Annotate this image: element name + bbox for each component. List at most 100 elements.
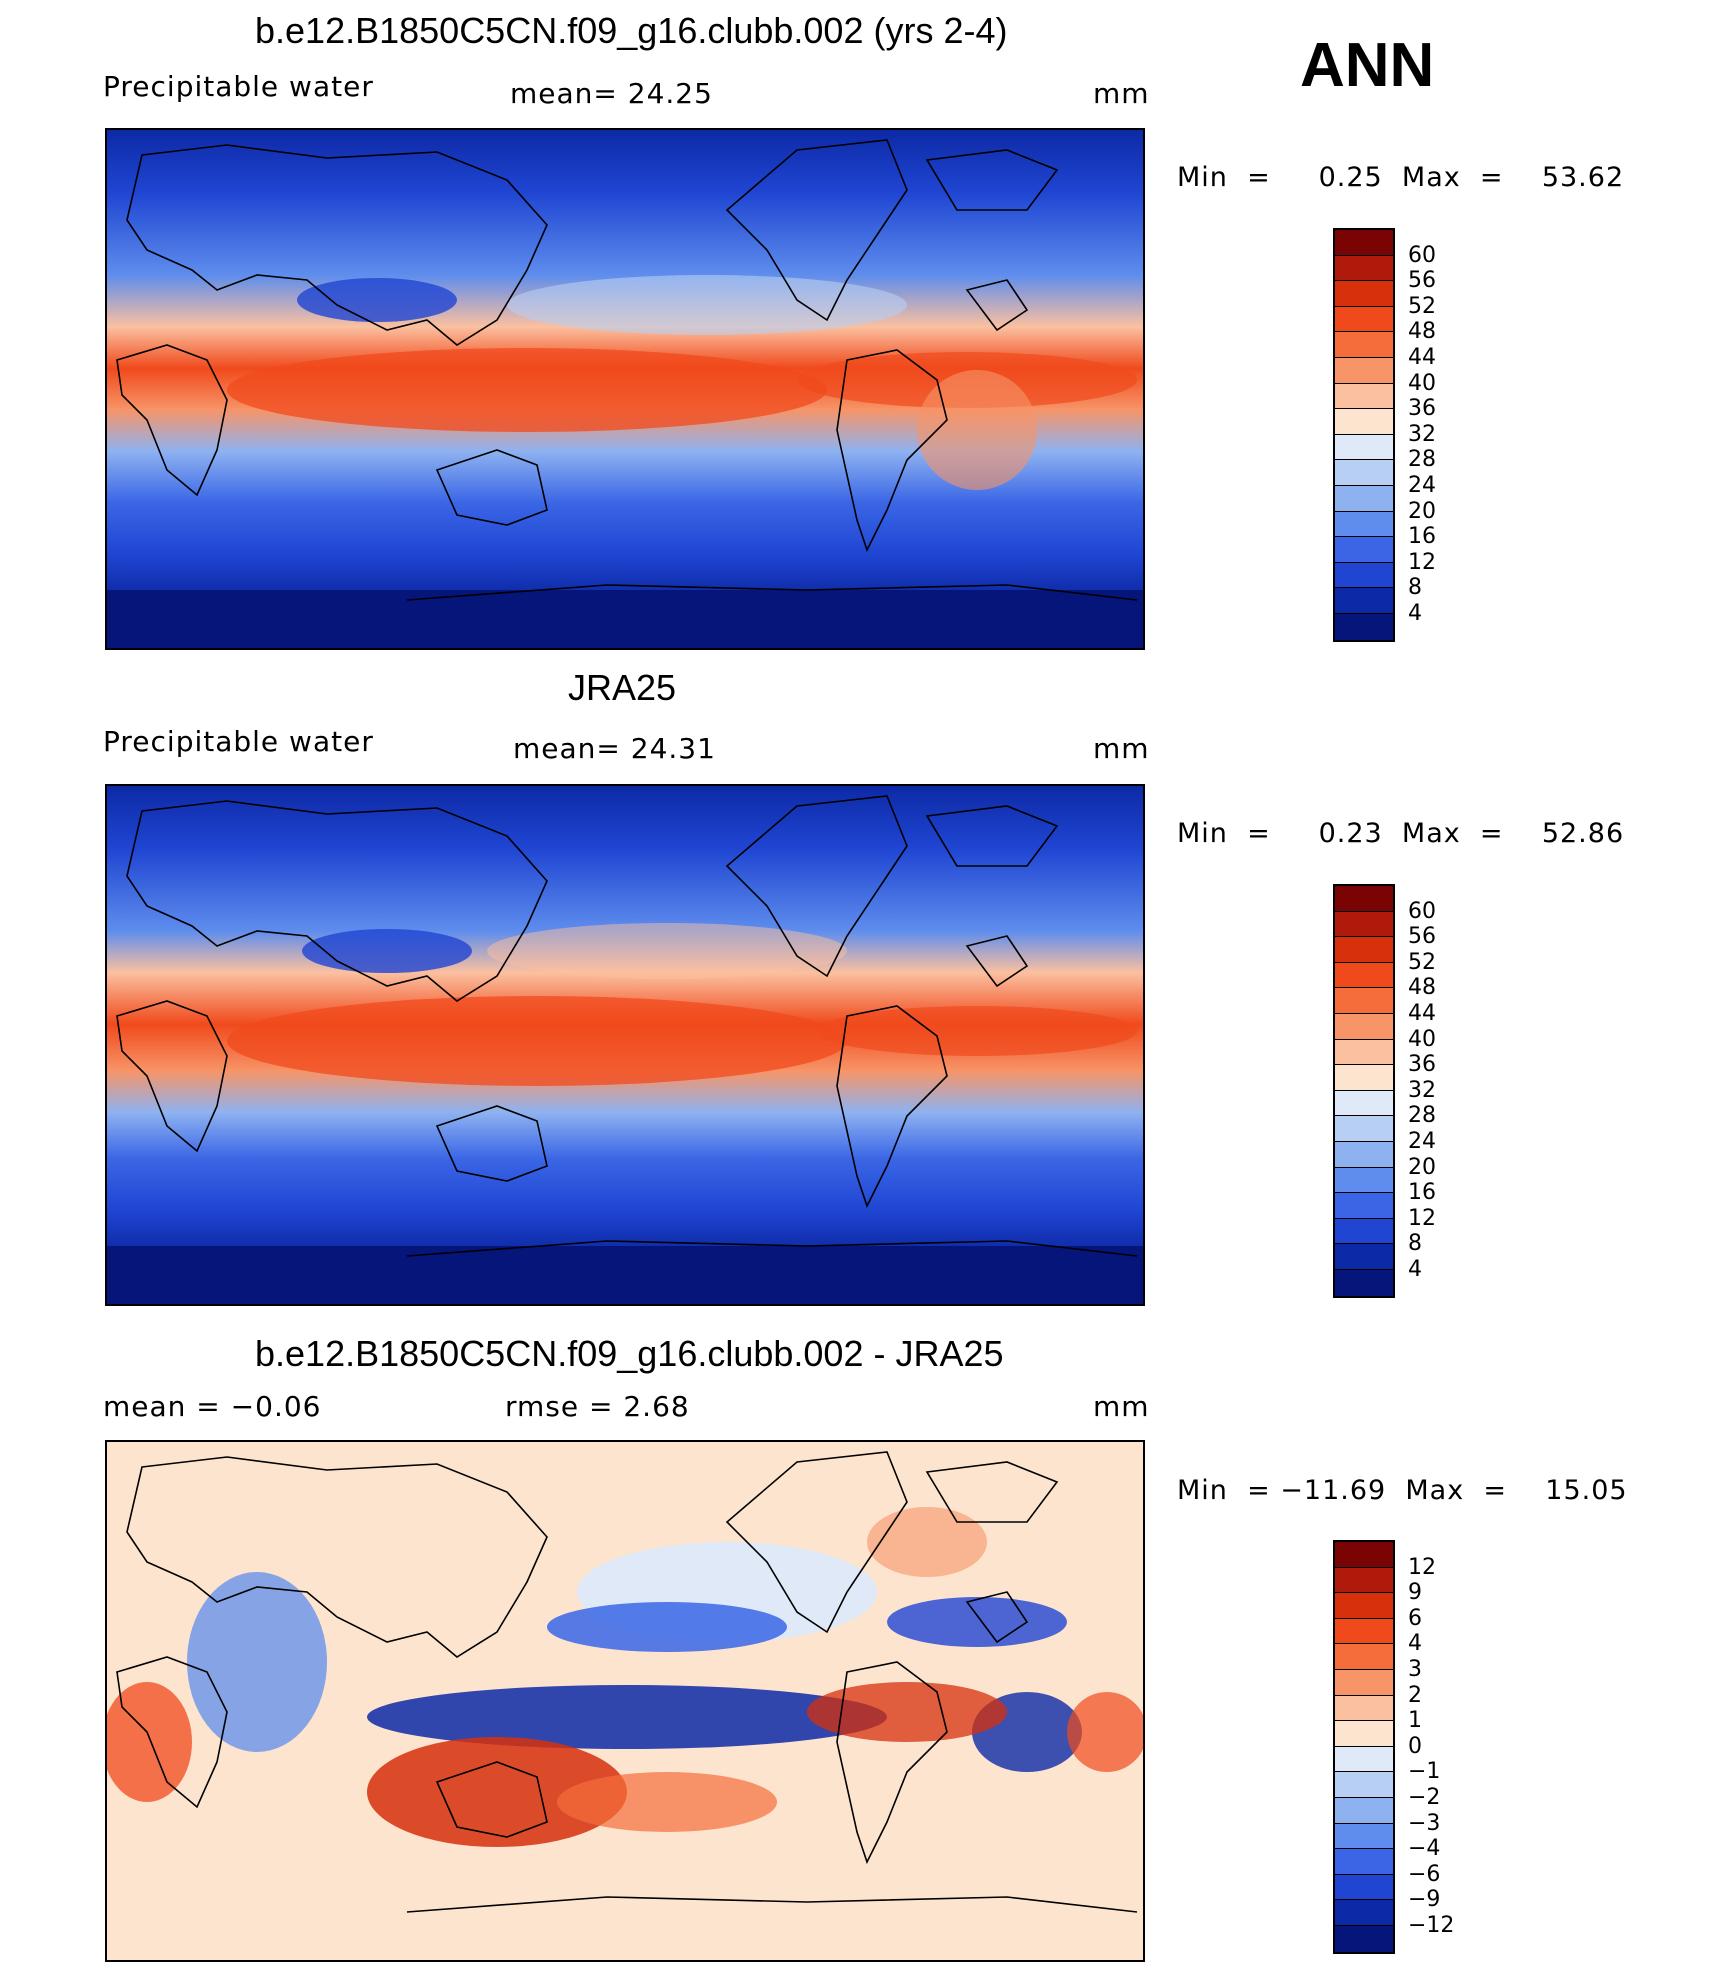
- colorbar-tick-label: 52: [1408, 949, 1436, 975]
- colorbar-swatch: [1335, 1244, 1393, 1270]
- colorbar-tick-label: 8: [1408, 575, 1422, 601]
- panel2-map-field: [107, 786, 1143, 1304]
- colorbar-swatch: [1335, 1669, 1393, 1696]
- panel2-title: JRA25: [568, 667, 677, 708]
- colorbar-swatch: [1335, 537, 1393, 563]
- panel2-map: [105, 784, 1145, 1306]
- colorbar-swatch: [1335, 1618, 1393, 1645]
- colorbar-tick-label: 20: [1408, 498, 1436, 524]
- colorbar-tick-label: 44: [1408, 345, 1436, 370]
- season-label: ANN: [1300, 31, 1435, 100]
- colorbar-swatch: [1335, 255, 1393, 282]
- colorbar-tick-label: −12: [1408, 1913, 1455, 1938]
- colorbar-tick-label: −4: [1408, 1836, 1441, 1862]
- colorbar-tick-label: 0: [1408, 1733, 1422, 1759]
- colorbar-swatch: [1335, 1797, 1393, 1824]
- panel1-minmax: Min = 0.25 Max = 53.62: [1177, 162, 1625, 193]
- panel3-map-field: [107, 1442, 1143, 1960]
- panel3-mean-label: mean = −0.06: [103, 1390, 322, 1423]
- colorbar-swatch: [1335, 511, 1393, 538]
- panel2-minmax: Min = 0.23 Max = 52.86: [1177, 818, 1625, 849]
- colorbar-tick-label: 12: [1408, 549, 1436, 575]
- colorbar-tick-label: 20: [1408, 1154, 1436, 1180]
- panel3-units-label: mm: [1093, 1390, 1150, 1423]
- panel1-variable-label: Precipitable water: [103, 70, 374, 103]
- colorbar-tick-label: 12: [1408, 1554, 1436, 1580]
- colorbar-swatch: [1335, 1900, 1393, 1926]
- colorbar-swatch: [1335, 281, 1393, 307]
- colorbar-tick-label: 12: [1408, 1205, 1436, 1231]
- colorbar-tick-label: −9: [1408, 1887, 1441, 1913]
- panel1-map-field: [107, 130, 1143, 648]
- colorbar-swatch: [1335, 1269, 1393, 1296]
- colorbar-swatch: [1335, 1925, 1393, 1952]
- colorbar-tick-label: 2: [1408, 1682, 1422, 1708]
- colorbar-swatch: [1335, 1090, 1393, 1117]
- colorbar-tick-label: 16: [1408, 524, 1436, 550]
- colorbar-swatch: [1335, 485, 1393, 512]
- colorbar-tick-label: 48: [1408, 319, 1436, 345]
- colorbar-swatch: [1335, 588, 1393, 614]
- colorbar-swatch: [1335, 1116, 1393, 1142]
- colorbar-tick-label: 4: [1408, 1631, 1422, 1657]
- colorbar-swatch: [1335, 460, 1393, 486]
- colorbar-tick-label: −3: [1408, 1810, 1441, 1836]
- colorbar-tick-label: 4: [1408, 601, 1422, 626]
- colorbar-swatch: [1335, 1849, 1393, 1875]
- colorbar-tick-label: 52: [1408, 293, 1436, 319]
- colorbar-tick-label: 60: [1408, 898, 1436, 924]
- panel3-colorbar: [1333, 1540, 1395, 1954]
- colorbar-swatch: [1335, 613, 1393, 640]
- colorbar-tick-label: 56: [1408, 924, 1436, 950]
- panel2-units-label: mm: [1093, 732, 1150, 765]
- colorbar-swatch: [1335, 1193, 1393, 1219]
- colorbar-swatch: [1335, 1823, 1393, 1850]
- colorbar-swatch: [1335, 1593, 1393, 1619]
- colorbar-tick-label: −6: [1408, 1861, 1441, 1887]
- panel1-units-label: mm: [1093, 77, 1150, 110]
- panel1-map: [105, 128, 1145, 650]
- colorbar-tick-label: −1: [1408, 1759, 1441, 1785]
- colorbar-swatch: [1335, 306, 1393, 333]
- colorbar-swatch: [1335, 988, 1393, 1014]
- colorbar-swatch: [1335, 230, 1393, 256]
- colorbar-tick-label: 32: [1408, 421, 1436, 447]
- panel3-title: b.e12.B1850C5CN.f09_g16.clubb.002 - JRA2…: [255, 1333, 1004, 1374]
- colorbar-swatch: [1335, 1141, 1393, 1168]
- panel2-colorbar: [1333, 884, 1395, 1298]
- colorbar-swatch: [1335, 962, 1393, 989]
- colorbar-swatch: [1335, 1167, 1393, 1194]
- colorbar-tick-label: 1: [1408, 1708, 1422, 1734]
- panel1-mean-label: mean= 24.25: [510, 77, 713, 110]
- colorbar-tick-label: 9: [1408, 1580, 1422, 1606]
- colorbar-tick-label: 44: [1408, 1001, 1436, 1026]
- colorbar-tick-label: 56: [1408, 268, 1436, 294]
- colorbar-tick-label: 3: [1408, 1657, 1422, 1682]
- panel2-mean-label: mean= 24.31: [513, 732, 716, 765]
- colorbar-tick-label: 36: [1408, 396, 1436, 422]
- colorbar-swatch: [1335, 937, 1393, 963]
- colorbar-swatch: [1335, 1772, 1393, 1798]
- colorbar-swatch: [1335, 1218, 1393, 1245]
- colorbar-tick-label: 4: [1408, 1257, 1422, 1282]
- colorbar-tick-label: 24: [1408, 1129, 1436, 1154]
- colorbar-swatch: [1335, 1721, 1393, 1747]
- colorbar-swatch: [1335, 332, 1393, 358]
- colorbar-tick-label: 32: [1408, 1077, 1436, 1103]
- colorbar-tick-label: 28: [1408, 1103, 1436, 1129]
- colorbar-tick-label: 8: [1408, 1231, 1422, 1257]
- colorbar-swatch: [1335, 1746, 1393, 1773]
- colorbar-swatch: [1335, 1567, 1393, 1594]
- colorbar-swatch: [1335, 357, 1393, 384]
- colorbar-swatch: [1335, 1542, 1393, 1568]
- colorbar-tick-label: 6: [1408, 1605, 1422, 1631]
- colorbar-tick-label: 40: [1408, 1026, 1436, 1052]
- colorbar-tick-label: 28: [1408, 447, 1436, 473]
- colorbar-swatch: [1335, 409, 1393, 435]
- colorbar-tick-label: 36: [1408, 1052, 1436, 1078]
- panel2-variable-label: Precipitable water: [103, 725, 374, 758]
- panel3-rmse-label: rmse = 2.68: [505, 1390, 690, 1423]
- colorbar-swatch: [1335, 1065, 1393, 1091]
- colorbar-tick-label: 48: [1408, 975, 1436, 1001]
- colorbar-swatch: [1335, 434, 1393, 461]
